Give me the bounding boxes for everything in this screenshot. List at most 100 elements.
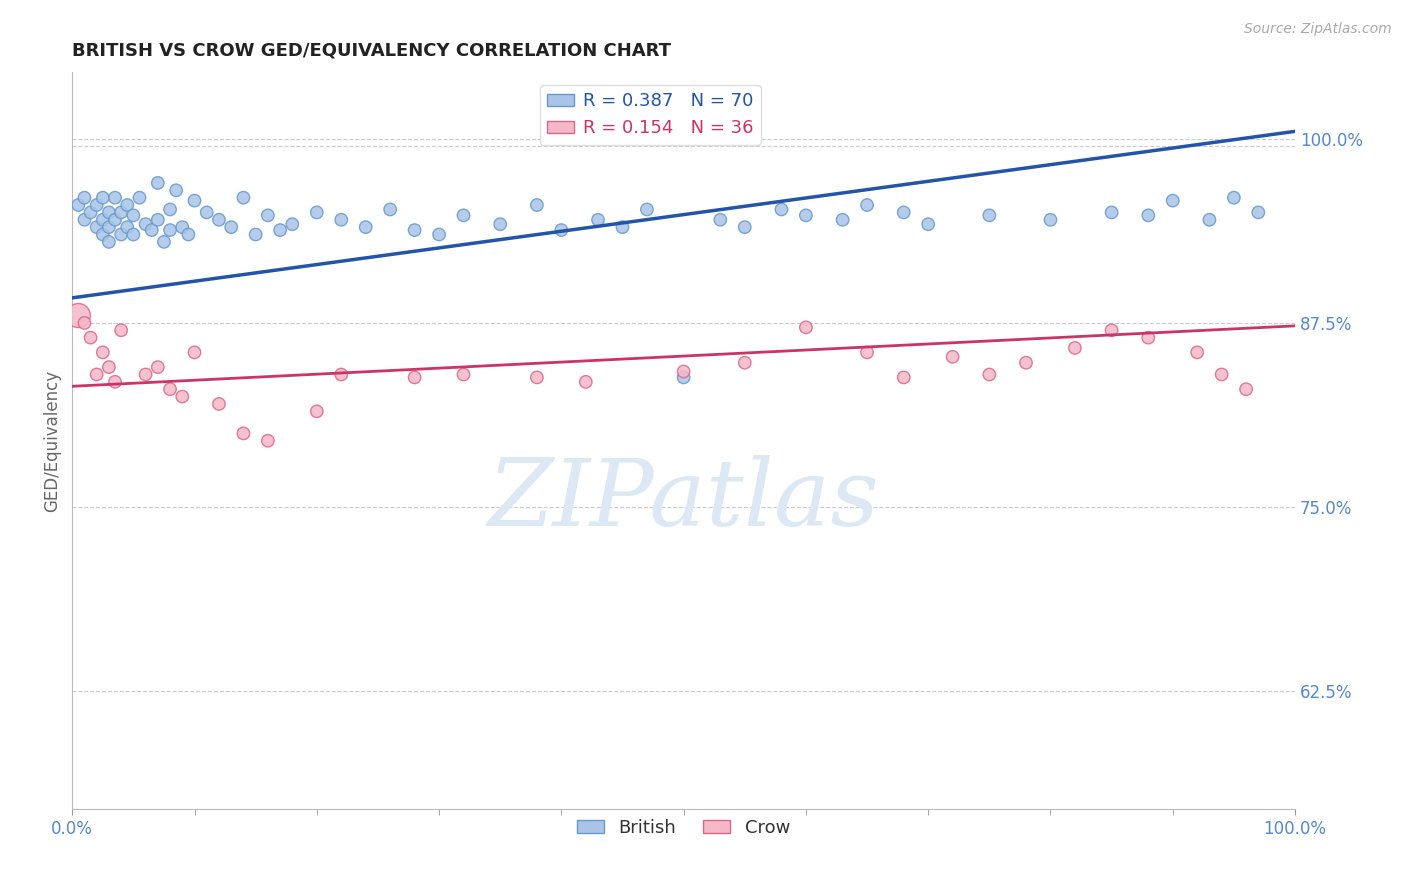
Point	[893, 370, 915, 384]
Point	[550, 223, 572, 237]
Point	[91, 227, 114, 242]
Point	[135, 368, 157, 382]
Point	[110, 205, 132, 219]
Point	[404, 223, 426, 237]
Point	[1223, 191, 1246, 205]
Point	[104, 375, 127, 389]
Point	[165, 183, 187, 197]
Point	[183, 345, 205, 359]
Point	[1015, 356, 1038, 370]
Point	[91, 345, 114, 359]
Point	[159, 382, 181, 396]
Point	[159, 223, 181, 237]
Text: BRITISH VS CROW GED/EQUIVALENCY CORRELATION CHART: BRITISH VS CROW GED/EQUIVALENCY CORRELAT…	[72, 42, 671, 60]
Point	[917, 217, 939, 231]
Legend: British, Crow: British, Crow	[569, 812, 797, 845]
Point	[135, 217, 157, 231]
Point	[893, 205, 915, 219]
Point	[856, 198, 879, 212]
Point	[1064, 341, 1087, 355]
Point	[979, 368, 1001, 382]
Point	[232, 191, 254, 205]
Point	[245, 227, 267, 242]
Text: ZIPatlas: ZIPatlas	[488, 455, 880, 545]
Point	[79, 331, 101, 345]
Point	[1161, 194, 1184, 208]
Point	[709, 212, 731, 227]
Point	[1211, 368, 1233, 382]
Point	[183, 194, 205, 208]
Point	[110, 227, 132, 242]
Point	[257, 434, 280, 448]
Point	[453, 208, 475, 222]
Point	[122, 208, 145, 222]
Point	[636, 202, 658, 217]
Point	[672, 370, 695, 384]
Point	[172, 220, 194, 235]
Point	[177, 227, 200, 242]
Point	[330, 368, 353, 382]
Point	[110, 323, 132, 337]
Point	[1198, 212, 1220, 227]
Point	[79, 205, 101, 219]
Point	[159, 202, 181, 217]
Point	[91, 191, 114, 205]
Point	[453, 368, 475, 382]
Point	[281, 217, 304, 231]
Point	[146, 360, 169, 375]
Point	[73, 191, 96, 205]
Point	[219, 220, 242, 235]
Point	[153, 235, 176, 249]
Point	[104, 191, 127, 205]
Point	[1101, 205, 1123, 219]
Point	[86, 198, 108, 212]
Point	[208, 212, 231, 227]
Point	[526, 198, 548, 212]
Point	[128, 191, 150, 205]
Point	[97, 220, 120, 235]
Point	[734, 356, 756, 370]
Point	[1039, 212, 1062, 227]
Point	[269, 223, 291, 237]
Point	[1247, 205, 1270, 219]
Point	[146, 212, 169, 227]
Point	[672, 365, 695, 379]
Point	[257, 208, 280, 222]
Point	[489, 217, 512, 231]
Point	[330, 212, 353, 227]
Point	[141, 223, 163, 237]
Point	[586, 212, 609, 227]
Point	[305, 404, 328, 418]
Point	[1137, 331, 1160, 345]
Point	[734, 220, 756, 235]
Point	[794, 320, 817, 334]
Point	[1137, 208, 1160, 222]
Point	[86, 368, 108, 382]
Point	[67, 198, 90, 212]
Point	[86, 220, 108, 235]
Point	[1101, 323, 1123, 337]
Point	[305, 205, 328, 219]
Point	[1234, 382, 1257, 396]
Point	[117, 220, 139, 235]
Point	[794, 208, 817, 222]
Point	[97, 205, 120, 219]
Point	[67, 309, 90, 323]
Point	[354, 220, 377, 235]
Point	[97, 235, 120, 249]
Point	[117, 198, 139, 212]
Point	[122, 227, 145, 242]
Point	[172, 390, 194, 404]
Point	[73, 212, 96, 227]
Point	[770, 202, 793, 217]
Point	[195, 205, 218, 219]
Point	[91, 212, 114, 227]
Point	[856, 345, 879, 359]
Point	[979, 208, 1001, 222]
Text: Source: ZipAtlas.com: Source: ZipAtlas.com	[1244, 22, 1392, 37]
Point	[73, 316, 96, 330]
Point	[1185, 345, 1208, 359]
Point	[104, 212, 127, 227]
Y-axis label: GED/Equivalency: GED/Equivalency	[44, 369, 60, 512]
Point	[575, 375, 598, 389]
